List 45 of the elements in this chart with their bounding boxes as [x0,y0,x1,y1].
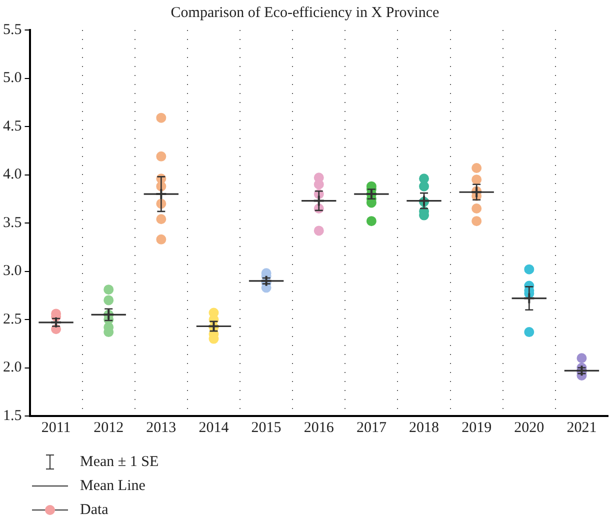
point [576,353,587,364]
legend-label: Mean Line [80,478,146,494]
point [523,292,536,304]
y-tick-label: 4.5 [3,118,22,134]
point [312,194,325,207]
x-tick-label: 2017 [356,420,387,436]
point [156,214,166,224]
point [260,274,272,287]
point [419,181,430,192]
y-tick-label: 4.0 [3,166,22,183]
x-tick-label: 2016 [304,420,334,436]
x-tick-label: 2014 [198,420,230,436]
x-tick-label: 2015 [251,420,282,436]
point [472,162,482,173]
point [104,284,114,295]
legend-label: Data [80,502,108,518]
point [472,174,482,185]
point [314,226,324,236]
y-tick-label: 1.5 [3,408,22,424]
y-tick-label: 5.5 [3,22,22,38]
point [366,216,376,226]
point [524,327,534,338]
point [156,234,166,244]
x-tick-label: 2012 [94,420,124,436]
y-tick-label: 5.0 [3,70,22,86]
point [155,188,168,200]
chart-title: Comparison of Eco-efficiency in X Province [170,4,440,21]
y-tick-label: 3.5 [3,214,22,231]
point [524,264,534,274]
y-tick-label: 2.5 [3,311,22,328]
text: Mean ± 1 SE [80,454,159,470]
point [156,151,166,162]
x-tick-label: 2020 [514,420,544,436]
x-tick-label: 2021 [566,420,597,436]
y-tick-label: 2.0 [3,360,22,376]
point [104,295,114,306]
point [576,364,588,377]
x-tick-label: 2013 [146,420,176,436]
x-tick-label: 2011 [41,420,71,436]
point [472,216,482,226]
point [156,112,166,123]
point [472,204,482,214]
x-tick-label: 2019 [462,420,492,436]
x-tick-label: 2018 [409,420,440,436]
y-tick-label: 3.0 [3,263,22,280]
